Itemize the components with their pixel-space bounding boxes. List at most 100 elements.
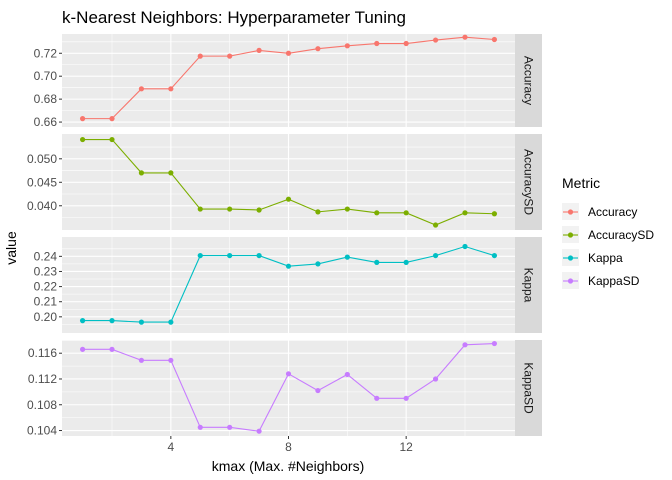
data-point [227, 252, 233, 259]
data-point [491, 36, 498, 43]
data-point [109, 136, 115, 143]
y-tick-label: 0.68 [34, 92, 58, 106]
x-tick-label: 4 [167, 440, 174, 454]
data-point [285, 196, 292, 202]
data-point [256, 252, 262, 259]
facet-strip-label: Kappa [522, 268, 536, 303]
legend-key-point [567, 232, 574, 238]
data-point [285, 263, 292, 269]
data-point [256, 207, 262, 213]
legend-item-kappa: Kappa [562, 249, 623, 266]
data-point [462, 342, 468, 348]
legend-item-accuracysd: AccuracySD [562, 226, 654, 243]
y-tick-label: 0.24 [34, 249, 58, 263]
data-point [168, 170, 174, 176]
data-point [374, 395, 380, 401]
data-point [374, 40, 380, 47]
data-point [197, 206, 203, 212]
data-point [197, 252, 203, 259]
data-point [285, 371, 292, 377]
data-point [403, 259, 409, 265]
data-point [109, 318, 115, 324]
x-axis-label: kmax (Max. #Neighbors) [212, 458, 365, 474]
data-point [374, 210, 380, 216]
data-point [403, 40, 409, 47]
data-point [138, 170, 145, 176]
facet-strip-label: AccuracySD [522, 149, 536, 215]
data-point [315, 387, 321, 394]
legend-key-point [567, 255, 574, 261]
data-point [256, 47, 262, 53]
y-tick-label: 0.108 [27, 398, 57, 412]
y-tick-label: 0.20 [34, 310, 58, 324]
panel-accuracysd: 0.040 0.045 0.050 AccuracySD [27, 134, 542, 230]
legend: Metric Accuracy AccuracySD Kappa KappaSD [562, 175, 654, 289]
data-point [79, 136, 86, 143]
y-tick-label: 0.66 [34, 115, 58, 129]
panel-kappasd: 0.104 0.108 0.112 0.116 KappaSD [27, 340, 542, 438]
data-point [256, 428, 262, 434]
data-point [79, 116, 86, 122]
legend-key-point [567, 209, 574, 215]
data-point [491, 211, 498, 217]
chart-title: k-Nearest Neighbors: Hyperparameter Tuni… [62, 8, 406, 27]
x-tick-label: 8 [285, 440, 292, 454]
data-point [432, 222, 439, 228]
legend-label: Kappa [588, 251, 623, 265]
legend-label: AccuracySD [588, 228, 654, 242]
y-tick-label: 0.116 [28, 346, 57, 360]
legend-label: Accuracy [588, 205, 637, 219]
data-point [168, 86, 174, 92]
y-tick-label: 0.70 [34, 69, 58, 83]
data-point [491, 252, 498, 259]
data-point [109, 346, 115, 352]
data-point [432, 37, 439, 43]
data-point [344, 371, 350, 378]
data-point [344, 254, 350, 260]
y-tick-label: 0.112 [28, 372, 57, 386]
y-tick-label: 0.23 [34, 264, 58, 278]
y-tick-label: 0.22 [34, 280, 58, 294]
facet-strip [515, 34, 542, 127]
data-point [227, 53, 233, 59]
facet-strip [515, 134, 542, 230]
y-tick-label: 0.045 [27, 175, 57, 189]
data-point [138, 319, 145, 325]
y-tick-label: 0.050 [27, 152, 57, 166]
data-point [462, 210, 468, 216]
data-point [168, 357, 174, 363]
panel-accuracy: 0.66 0.68 0.70 0.72 Accuracy [34, 34, 542, 129]
x-tick-label: 12 [399, 440, 413, 454]
data-point [197, 424, 203, 430]
facet-panels: 0.66 0.68 0.70 0.72 Accuracy 0.040 0.045 0.050 A… [27, 34, 542, 438]
legend-title: Metric [562, 175, 600, 191]
legend-label: KappaSD [588, 274, 640, 288]
data-point [315, 261, 321, 267]
data-point [79, 318, 86, 324]
data-point [344, 206, 350, 212]
y-tick-label: 0.72 [34, 46, 58, 60]
data-point [285, 50, 292, 56]
data-point [432, 376, 439, 382]
data-point [227, 206, 233, 212]
data-point [403, 210, 409, 216]
data-point [462, 34, 468, 40]
legend-key-point [567, 278, 574, 284]
y-tick-label: 0.104 [27, 424, 57, 438]
data-point [462, 243, 468, 250]
data-point [432, 252, 439, 259]
legend-item-accuracy: Accuracy [562, 203, 637, 220]
data-point [227, 424, 233, 430]
facet-strip [515, 237, 542, 333]
panel-kappa: 0.200.210.22 0.230.24 Kappa [34, 237, 542, 333]
facet-strip-label: KappaSD [522, 362, 536, 414]
data-point [374, 259, 380, 265]
data-point [138, 86, 145, 92]
data-point [344, 43, 350, 49]
data-point [138, 357, 145, 363]
facet-strip [515, 340, 542, 436]
data-point [315, 209, 321, 215]
y-tick-label: 0.21 [34, 295, 58, 309]
x-axis: 4 8 12 [167, 436, 413, 454]
